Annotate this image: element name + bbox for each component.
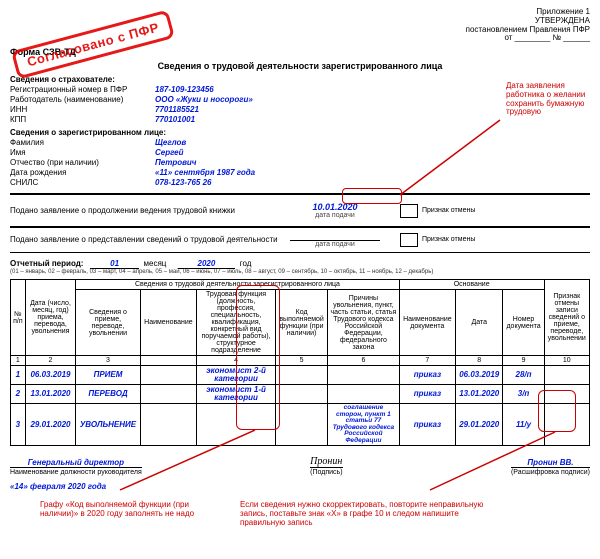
th-docdate: Дата [456, 290, 503, 356]
th-cancel: Признак отмены записи сведений о приеме,… [544, 280, 589, 356]
th-name: Наименование [140, 290, 196, 356]
period-label: Отчетный период: [10, 259, 83, 268]
snils-label: СНИЛС [10, 178, 155, 187]
submit1-cancel-checkbox[interactable] [400, 204, 418, 218]
snils: 078-123-765 26 [155, 178, 212, 187]
dob: «11» сентября 1987 года [155, 168, 255, 177]
footer-date: «14» февраля 2020 года [10, 482, 106, 491]
form-title: Сведения о трудовой деятельности зарегис… [10, 61, 590, 71]
th-basis: Основание [399, 280, 544, 290]
th-docname: Наименование документа [399, 290, 455, 356]
th-act: Сведения о приеме, переводе, увольнении [76, 290, 140, 356]
period-year: 2020 [178, 259, 236, 269]
th-docnum: Номер документа [503, 290, 544, 356]
footer-name-label: (Расшифровка подписи) [511, 467, 590, 476]
table-row: 329.01.2020УВОЛЬНЕНИЕсоглашение сторон, … [11, 404, 590, 446]
reg-label: Регистрационный номер в ПФР [10, 85, 155, 94]
reg-value: 187-109-123456 [155, 85, 214, 94]
submit1-date-label: дата подачи [290, 212, 380, 219]
submit2-date-label: дата подачи [290, 241, 380, 248]
activity-table: № п/п Дата (число, месяц, год) приема, п… [10, 279, 590, 446]
highlight-cancel-cell [538, 390, 576, 432]
period-year-text: год [240, 259, 252, 268]
employer-label: Работодатель (наименование) [10, 95, 155, 104]
footer-signature: Пронин [310, 456, 342, 467]
header-app: Приложение 1 [10, 8, 590, 17]
person-section: Сведения о зарегистрированном лице: [10, 128, 590, 137]
dob-label: Дата рождения [10, 168, 155, 177]
table-row: 106.03.2019ПРИЕМэкономист 2-й категориип… [11, 366, 590, 385]
footer-position-label: Наименование должности руководителя [10, 467, 142, 476]
annotation-date: Дата заявления работника о желании сохра… [506, 82, 594, 117]
footer-name: Пронин ВВ. [511, 458, 590, 467]
firstname: Сергей [155, 148, 184, 157]
insurer-section: Сведения о страхователе: [10, 75, 590, 84]
th-num: № п/п [11, 280, 26, 356]
table-row: 213.01.2020ПЕРЕВОДэкономист 1-й категори… [11, 385, 590, 404]
submit2-text: Подано заявление о представлении сведени… [10, 235, 290, 244]
footer-sign-label: (Подпись) [310, 467, 342, 476]
th-reason: Причины увольнения, пункт, часть статьи,… [328, 290, 400, 356]
th-date: Дата (число, месяц, год) приема, перевод… [25, 280, 76, 356]
period-note: (01 – январь, 02 – февраль, 03 – март, 0… [10, 269, 590, 275]
employer-value: ООО «Жуки и носороги» [155, 95, 253, 104]
submit1-text: Подано заявление о продолжении ведения т… [10, 206, 290, 215]
inn-label: ИНН [10, 105, 155, 114]
submit2-cancel-checkbox[interactable] [400, 233, 418, 247]
annotation-correction: Если сведения нужно скорректировать, пов… [240, 501, 500, 527]
highlight-code-column [236, 285, 280, 430]
period-month: 01 [90, 259, 139, 269]
inn-value: 7701185521 [155, 105, 199, 114]
annotation-code: Графу «Код выполняемой функции (при нали… [40, 501, 220, 527]
lastname-label: Фамилия [10, 138, 155, 147]
patronymic-label: Отчество (при наличии) [10, 158, 155, 167]
highlight-date [342, 188, 402, 204]
kpp-label: КПП [10, 115, 155, 124]
submit2-cancel-label: Признак отмены [422, 236, 475, 243]
kpp-value: 770101001 [155, 115, 195, 124]
lastname: Щеглов [155, 138, 186, 147]
period-month-text: месяц [144, 259, 167, 268]
firstname-label: Имя [10, 148, 155, 157]
th-code: Код выполняемой функции (при наличии) [276, 290, 328, 356]
submit1-cancel-label: Признак отмены [422, 207, 475, 214]
patronymic: Петрович [155, 158, 196, 167]
footer-position: Генеральный директор [10, 458, 142, 467]
